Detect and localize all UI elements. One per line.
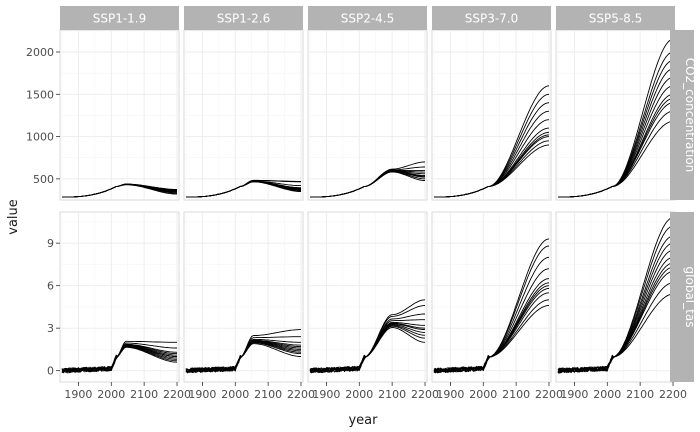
facet-strip-label: SSP3-7.0 <box>465 12 519 26</box>
x-tick-label: 2000 <box>97 388 125 401</box>
panel-background <box>183 211 304 383</box>
x-tick-label: 2000 <box>345 388 373 401</box>
panel-co2_concentration-ssp2-4-5 <box>307 29 428 201</box>
facet-strip-label: SSP1-1.9 <box>93 12 147 26</box>
x-tick-label: 2000 <box>221 388 249 401</box>
row-strip-label: CO2_concentration <box>683 58 697 173</box>
row-strip-label: global_tas <box>683 267 697 328</box>
facet-strip-ssp1-2-6 <box>184 6 303 30</box>
y-axis-title: value <box>6 199 21 235</box>
x-tick-label: 2200 <box>411 388 439 401</box>
y-tick-label: 1500 <box>26 88 54 101</box>
panel-co2_concentration-ssp1-2-6 <box>183 29 304 201</box>
series-line-12 <box>186 179 301 198</box>
row-strip-co2-concentration <box>670 30 694 200</box>
y-axes: 500 1000 1500 2000 0 3 6 9 <box>26 46 60 378</box>
facet-strip-ssp5-8-5 <box>556 6 675 30</box>
x-tick-label: 2100 <box>130 388 158 401</box>
facet-strip-label: SSP5-8.5 <box>589 12 643 26</box>
facet-strip-ssp1-1-9 <box>60 6 179 30</box>
x-tick-label: 2100 <box>378 388 406 401</box>
x-tick-label: 2200 <box>163 388 191 401</box>
series-line-11 <box>434 85 550 198</box>
panel-co2_concentration-ssp3-7-0 <box>431 29 552 201</box>
series-line-11 <box>185 329 301 374</box>
panel-background <box>555 211 676 383</box>
panel-background <box>183 29 304 201</box>
y-tick-label: 9 <box>47 237 54 250</box>
x-tick-label: 1900 <box>436 388 464 401</box>
y-tick-label: 3 <box>47 322 54 335</box>
panel-global_tas-ssp3-7-0 <box>431 211 552 383</box>
x-tick-label: 1900 <box>64 388 92 401</box>
series-line-11 <box>557 217 674 374</box>
facet-column-strips: SSP1-1.9 SSP1-2.6 SSP2-4.5 SSP3-7.0 SSP5-8.5 <box>60 6 675 30</box>
facet-row-strips: CO2_concentration global_tas <box>670 30 697 382</box>
panel-background <box>555 29 676 201</box>
x-tick-label: 2200 <box>659 388 687 401</box>
y-tick-label: 1000 <box>26 131 54 144</box>
panel-background <box>307 211 428 383</box>
series-line-10 <box>62 183 177 198</box>
y-tick-label: 0 <box>47 365 54 378</box>
facet-strip-label: SSP2-4.5 <box>341 12 395 26</box>
x-tick-label: 2000 <box>593 388 621 401</box>
panel-global_tas-ssp2-4-5 <box>307 211 428 383</box>
panel-background <box>59 29 180 201</box>
x-axis-title: year <box>348 413 378 428</box>
x-tick-label: 2100 <box>626 388 654 401</box>
panel-co2_concentration-ssp1-1-9 <box>59 29 180 201</box>
facet-panels <box>59 29 676 383</box>
x-tick-label: 2000 <box>469 388 497 401</box>
x-tick-label: 2200 <box>287 388 315 401</box>
x-tick-label: 1900 <box>188 388 216 401</box>
y-tick-label: 2000 <box>26 46 54 59</box>
row-strip-global-tas <box>670 212 694 382</box>
y-tick-label: 6 <box>47 280 54 293</box>
series-line-11 <box>558 38 674 198</box>
panel-global_tas-ssp1-1-9 <box>59 211 180 383</box>
panel-background <box>431 211 552 383</box>
x-tick-label: 1900 <box>312 388 340 401</box>
x-tick-label: 2100 <box>502 388 530 401</box>
y-tick-label: 500 <box>33 173 54 186</box>
facet-strip-label: SSP1-2.6 <box>217 12 271 26</box>
panel-global_tas-ssp1-2-6 <box>183 211 304 383</box>
x-tick-label: 2200 <box>535 388 563 401</box>
facet-strip-ssp3-7-0 <box>432 6 551 30</box>
panel-co2_concentration-ssp5-8-5 <box>555 29 676 201</box>
series-line-11 <box>61 340 177 373</box>
x-tick-label: 1900 <box>560 388 588 401</box>
series-line-11 <box>433 238 550 373</box>
series-line-11 <box>309 299 426 374</box>
facet-strip-ssp2-4-5 <box>308 6 427 30</box>
panel-background <box>431 29 552 201</box>
x-tick-label: 2100 <box>254 388 282 401</box>
panel-global_tas-ssp5-8-5 <box>555 211 676 383</box>
series-line-10 <box>310 161 426 198</box>
